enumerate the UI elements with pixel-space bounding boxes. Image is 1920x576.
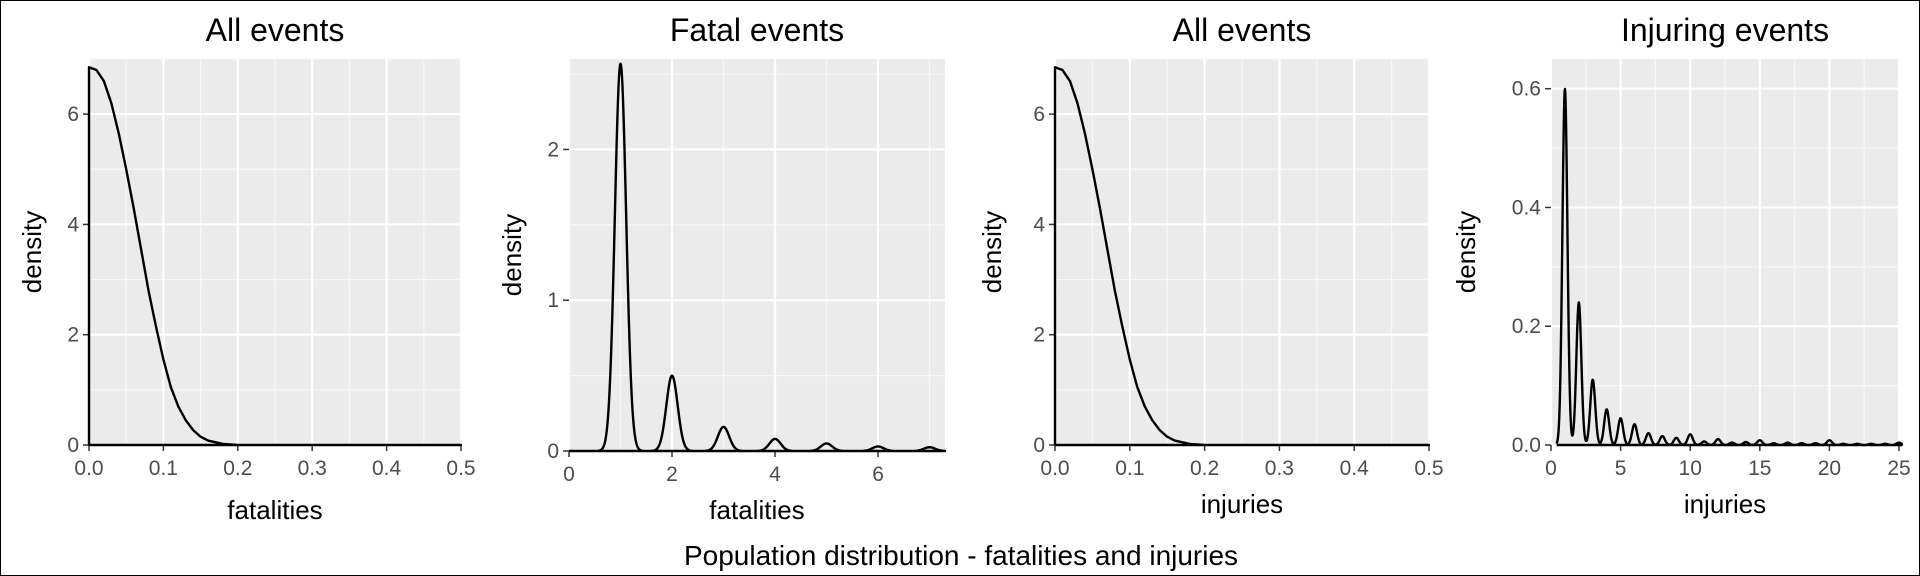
- x-tick-label: 0.2: [223, 457, 252, 480]
- y-tick-label: 0.0: [1512, 434, 1541, 457]
- x-axis-title: fatalities: [227, 495, 322, 525]
- x-tick-label: 5: [1615, 457, 1627, 480]
- panel-1: 0.0 0.1 0.2 0.3 0.4 0.5 0 2 4 6 All events fataliti…: [17, 12, 476, 525]
- x-tick-label: 0.1: [149, 457, 178, 480]
- x-tick-label: 0.0: [1040, 457, 1069, 480]
- y-tick-label: 2: [547, 138, 559, 161]
- x-tick-label: 0.4: [1340, 457, 1370, 480]
- x-tick-label: 0.5: [1414, 457, 1443, 480]
- x-tick-label: 0.5: [446, 457, 475, 480]
- x-tick-label: 4: [769, 463, 781, 486]
- y-axis-title: density: [17, 211, 47, 293]
- y-axis-title: density: [1451, 211, 1481, 293]
- y-tick-label: 0: [67, 434, 79, 457]
- x-tick-label: 0: [1545, 457, 1557, 480]
- figure-caption: Population distribution - fatalities and…: [684, 540, 1238, 571]
- y-tick-label: 0.6: [1512, 78, 1541, 101]
- x-tick-label: 0.2: [1190, 457, 1219, 480]
- x-axis-title: injuries: [1201, 489, 1283, 519]
- density-curve: [1555, 87, 1903, 447]
- x-tick-label: 20: [1818, 457, 1841, 480]
- x-tick-label: 0.1: [1115, 457, 1144, 480]
- x-tick-label: 0: [563, 463, 575, 486]
- y-tick-label: 0.2: [1512, 315, 1541, 338]
- y-tick-label: 1: [547, 289, 559, 312]
- density-curve: [87, 66, 463, 447]
- x-tick-label: 0.0: [74, 457, 103, 480]
- y-tick-label: 6: [1033, 103, 1045, 126]
- y-axis-title: density: [497, 214, 527, 296]
- y-tick-label: 0: [1033, 434, 1045, 457]
- y-tick-label: 0: [547, 440, 559, 463]
- y-tick-label: 0.4: [1512, 196, 1542, 219]
- density-curve: [568, 62, 947, 453]
- y-tick-label: 4: [67, 213, 79, 236]
- x-tick-label: 2: [666, 463, 678, 486]
- panel-2: 0 2 4 6 0 1 2 Fatal events fatalities density: [497, 12, 947, 525]
- panel-4: 0 5 10 15 20 25 0.0 0.2 0.4 0.6 Injuring events inj…: [1451, 12, 1911, 519]
- panel-title: Injuring events: [1621, 12, 1829, 48]
- x-tick-label: 25: [1887, 457, 1910, 480]
- x-tick-label: 10: [1679, 457, 1702, 480]
- x-tick-label: 15: [1748, 457, 1771, 480]
- x-axis-title: fatalities: [709, 495, 804, 525]
- y-tick-label: 2: [1033, 324, 1045, 347]
- x-tick-label: 6: [872, 463, 884, 486]
- panel-background: [569, 59, 945, 451]
- y-axis-title: density: [977, 211, 1007, 293]
- y-tick-label: 6: [67, 103, 79, 126]
- y-tick-label: 2: [67, 324, 79, 347]
- panel-title: All events: [206, 12, 345, 48]
- panel-title: Fatal events: [670, 12, 844, 48]
- x-tick-label: 0.3: [298, 457, 327, 480]
- x-tick-label: 0.4: [372, 457, 402, 480]
- x-axis-title: injuries: [1684, 489, 1766, 519]
- x-tick-label: 0.3: [1265, 457, 1294, 480]
- y-tick-label: 4: [1033, 213, 1045, 236]
- panel-3: 0.0 0.1 0.2 0.3 0.4 0.5 0 2 4 6 All events injuries…: [977, 12, 1444, 519]
- density-curve: [1053, 66, 1431, 447]
- panel-title: All events: [1173, 12, 1312, 48]
